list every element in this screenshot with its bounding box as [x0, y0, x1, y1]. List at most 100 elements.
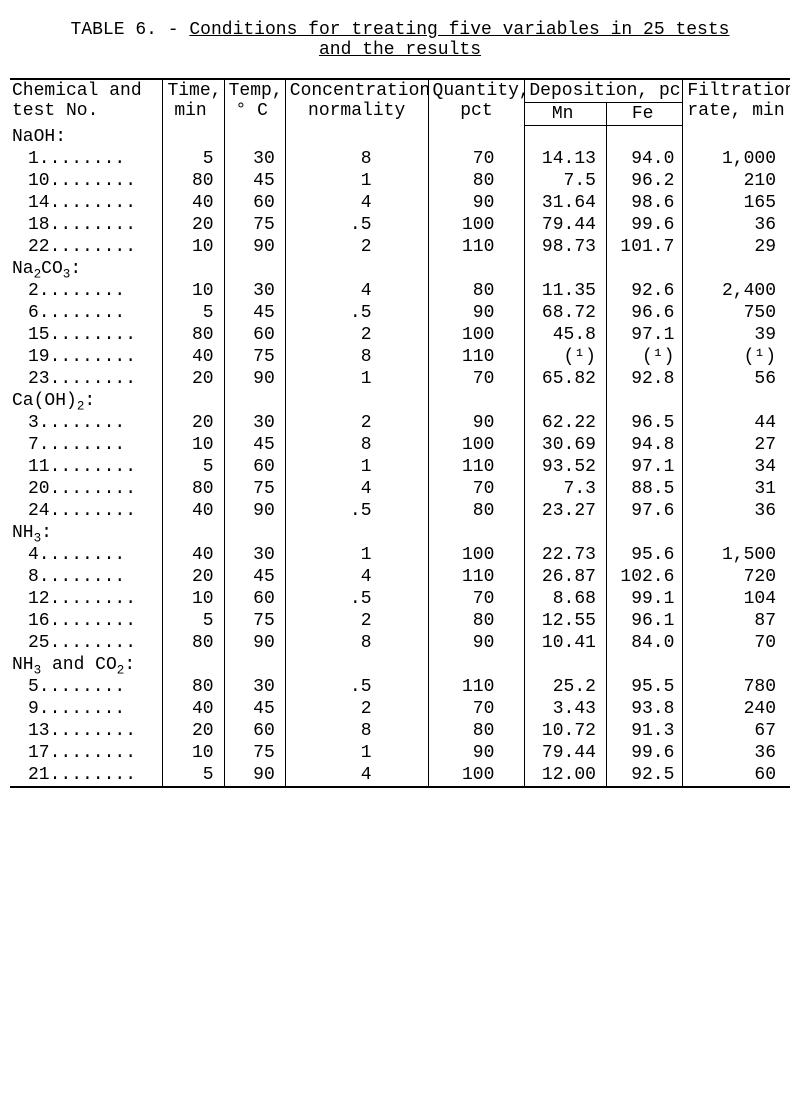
mn-cell: 65.82 [525, 368, 607, 390]
qty-cell: 90 [428, 632, 525, 654]
test-no: 7........ [10, 434, 163, 456]
mn-cell: 26.87 [525, 566, 607, 588]
test-no: 4........ [10, 544, 163, 566]
conc-cell: 4 [285, 478, 428, 500]
qty-cell: 80 [428, 610, 525, 632]
filt-cell: 34 [683, 456, 790, 478]
mn-cell: 93.52 [525, 456, 607, 478]
temp-cell: 75 [224, 478, 285, 500]
hdr-chem: Chemical and test No. [10, 79, 163, 126]
fe-cell: 102.6 [606, 566, 682, 588]
qty-cell: 110 [428, 346, 525, 368]
filt-cell: 39 [683, 324, 790, 346]
mn-cell: 45.8 [525, 324, 607, 346]
mn-cell: 68.72 [525, 302, 607, 324]
table-row: 17........107519079.4499.636 [10, 742, 790, 764]
mn-cell: 23.27 [525, 500, 607, 522]
qty-cell: 80 [428, 170, 525, 192]
filt-cell: 1,000 [683, 148, 790, 170]
test-no: 22........ [10, 236, 163, 258]
test-no: 3........ [10, 412, 163, 434]
table-row: 2........103048011.3592.62,400 [10, 280, 790, 302]
temp-cell: 45 [224, 698, 285, 720]
time-cell: 5 [163, 148, 224, 170]
table-row: 5........8030.511025.295.5780 [10, 676, 790, 698]
table-row: 20........80754707.388.531 [10, 478, 790, 500]
fe-cell: 91.3 [606, 720, 682, 742]
mn-cell: 10.41 [525, 632, 607, 654]
filt-cell: 36 [683, 742, 790, 764]
qty-cell: 110 [428, 236, 525, 258]
conc-cell: 4 [285, 192, 428, 214]
temp-cell: 60 [224, 324, 285, 346]
fe-cell: 94.8 [606, 434, 682, 456]
time-cell: 20 [163, 720, 224, 742]
conc-cell: 4 [285, 566, 428, 588]
table-row: 18........2075.510079.4499.636 [10, 214, 790, 236]
conc-cell: 8 [285, 148, 428, 170]
table-row: 11........560111093.5297.134 [10, 456, 790, 478]
time-cell: 10 [163, 236, 224, 258]
time-cell: 40 [163, 192, 224, 214]
temp-cell: 30 [224, 544, 285, 566]
time-cell: 40 [163, 500, 224, 522]
filt-cell: 29 [683, 236, 790, 258]
temp-cell: 90 [224, 368, 285, 390]
time-cell: 80 [163, 632, 224, 654]
qty-cell: 80 [428, 280, 525, 302]
conc-cell: 1 [285, 544, 428, 566]
group-label: Na2CO3: [10, 258, 163, 280]
temp-cell: 90 [224, 632, 285, 654]
test-no: 19........ [10, 346, 163, 368]
fe-cell: 96.6 [606, 302, 682, 324]
test-no: 9........ [10, 698, 163, 720]
filt-cell: 1,500 [683, 544, 790, 566]
conc-cell: 1 [285, 742, 428, 764]
fe-cell: (¹) [606, 346, 682, 368]
time-cell: 5 [163, 456, 224, 478]
temp-cell: 45 [224, 566, 285, 588]
mn-cell: 62.22 [525, 412, 607, 434]
mn-cell: 14.13 [525, 148, 607, 170]
test-no: 17........ [10, 742, 163, 764]
qty-cell: 80 [428, 500, 525, 522]
conc-cell: .5 [285, 588, 428, 610]
time-cell: 40 [163, 698, 224, 720]
conc-cell: 2 [285, 610, 428, 632]
test-no: 25........ [10, 632, 163, 654]
conc-cell: .5 [285, 500, 428, 522]
fe-cell: 99.6 [606, 742, 682, 764]
time-cell: 80 [163, 478, 224, 500]
test-no: 20........ [10, 478, 163, 500]
test-no: 23........ [10, 368, 163, 390]
table-row: 16........57528012.5596.187 [10, 610, 790, 632]
temp-cell: 90 [224, 764, 285, 787]
table-body: NaOH:1........53087014.1394.01,00010....… [10, 126, 790, 787]
test-no: 15........ [10, 324, 163, 346]
qty-cell: 70 [428, 368, 525, 390]
mn-cell: 7.5 [525, 170, 607, 192]
table-row: 3........203029062.2296.544 [10, 412, 790, 434]
fe-cell: 95.6 [606, 544, 682, 566]
time-cell: 20 [163, 412, 224, 434]
filt-cell: 56 [683, 368, 790, 390]
time-cell: 40 [163, 346, 224, 368]
time-cell: 40 [163, 544, 224, 566]
conc-cell: 1 [285, 456, 428, 478]
data-table: Chemical and test No. Time, min Temp, ° … [10, 78, 790, 788]
test-no: 14........ [10, 192, 163, 214]
fe-cell: 99.1 [606, 588, 682, 610]
qty-cell: 110 [428, 456, 525, 478]
conc-cell: 8 [285, 632, 428, 654]
fe-cell: 97.1 [606, 324, 682, 346]
time-cell: 10 [163, 434, 224, 456]
test-no: 18........ [10, 214, 163, 236]
table-header: Chemical and test No. Time, min Temp, ° … [10, 79, 790, 126]
test-no: 1........ [10, 148, 163, 170]
table-row: 7........1045810030.6994.827 [10, 434, 790, 456]
fe-cell: 101.7 [606, 236, 682, 258]
time-cell: 20 [163, 214, 224, 236]
table-row: 8........2045411026.87102.6720 [10, 566, 790, 588]
conc-cell: 1 [285, 170, 428, 192]
hdr-deposition: Deposition, pct [525, 79, 683, 103]
